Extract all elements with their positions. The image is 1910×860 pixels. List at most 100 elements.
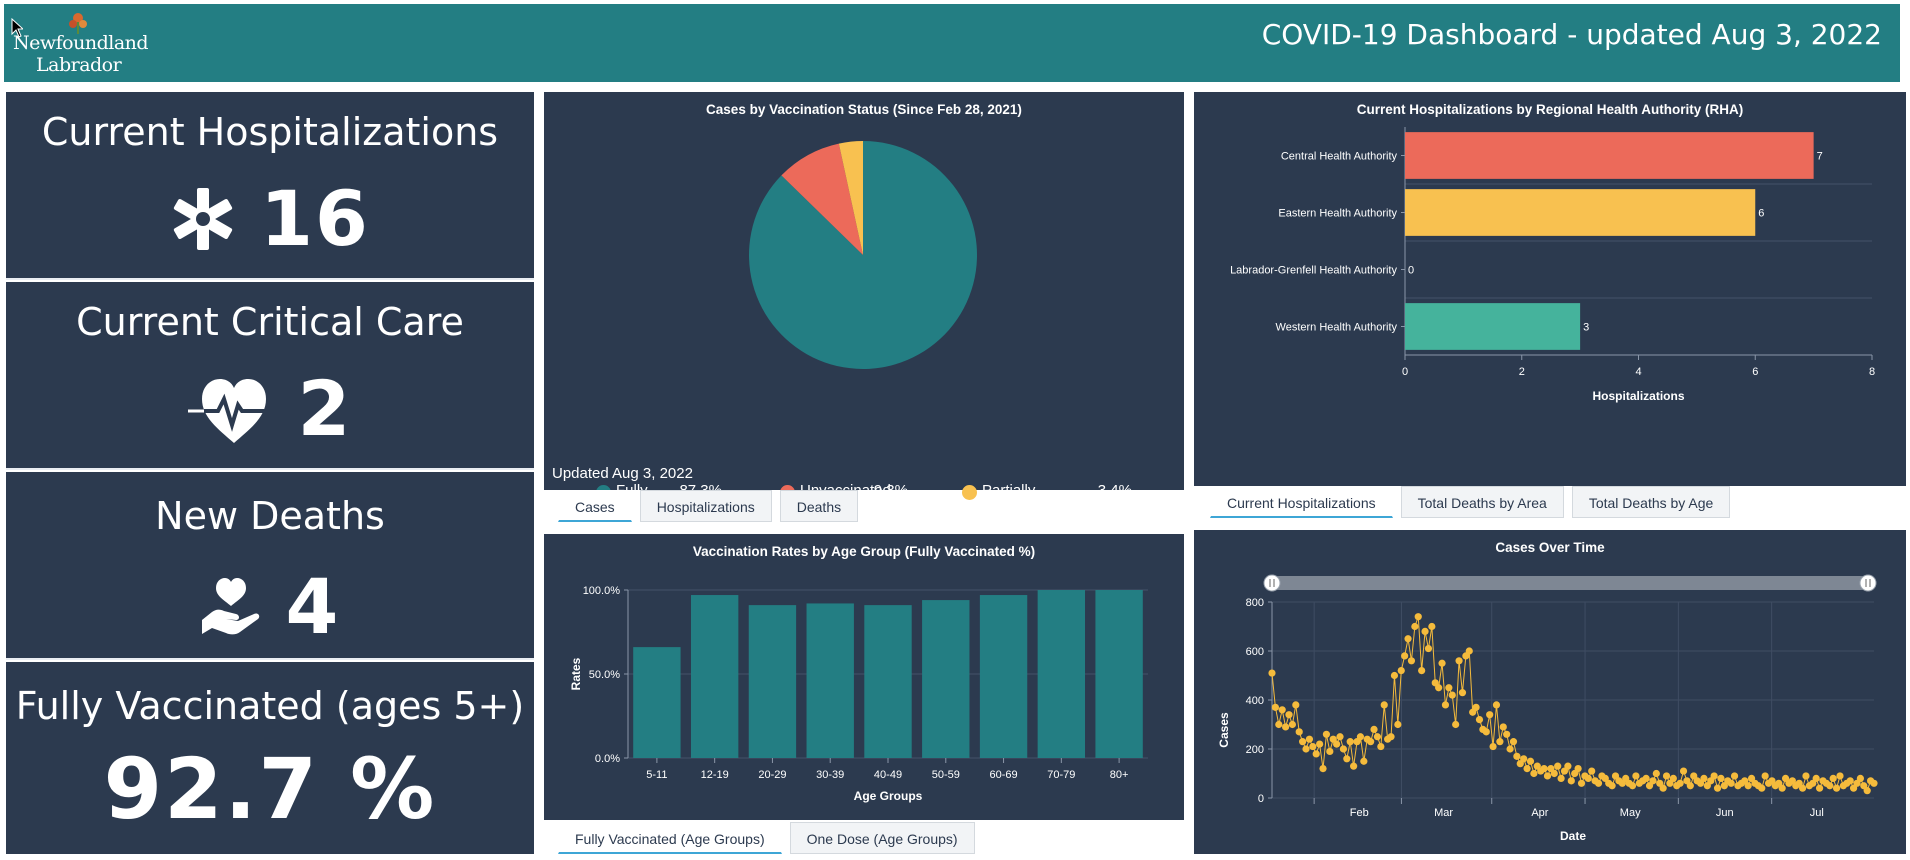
tab-deaths[interactable]: Deaths [779,490,859,522]
cases-point [1815,784,1824,792]
rha-bar-chart[interactable]: 0 2 4 6 8 Central Health Authority 7 Eastern He… [1194,92,1906,486]
y-tick-label: 400 [1246,695,1264,707]
header-bar: Newfoundland Labrador COVID-19 Dashboard… [4,4,1900,82]
cases-point [1509,738,1518,746]
cases-point [1543,772,1552,780]
bar-age-50-59[interactable] [922,600,970,758]
cases-point [1540,765,1548,773]
cases-point [1513,752,1521,760]
cases-point [1411,622,1419,631]
cases-point [1574,765,1582,773]
legend-item-partially-vaccinated[interactable]: Partially Vaccinated 3.4% [962,482,1132,516]
tab-current-hospitalizations[interactable]: Current Hospitalizations [1210,486,1393,518]
cases-point [1295,728,1303,736]
tab-cases[interactable]: Cases [558,490,632,522]
cases-point [1458,689,1467,697]
range-slider-end-handle[interactable] [1859,574,1877,592]
cases-series-line [1271,616,1875,792]
x-tick-label: May [1620,807,1641,819]
stat-critical-care: Current Critical Care 2 [6,282,534,470]
bar-age-5-11[interactable] [633,647,681,758]
pie-slice-unvaccinated[interactable] [781,143,863,255]
cases-point [1312,750,1320,758]
cases-point [1584,774,1592,782]
cases-point [1322,730,1331,738]
logo-text-labrador: Labrador [36,54,122,76]
cases-point [1557,774,1565,782]
cases-point [1550,769,1558,778]
medical-star-icon [173,187,233,250]
x-tick-label: Jul [1810,807,1824,819]
bar-age-80+[interactable] [1095,590,1143,758]
logo-text-newfoundland: Newfoundland [13,32,149,54]
y-tick-label: 800 [1246,597,1264,609]
cases-point [1271,703,1280,711]
tab-fully-vaccinated-age[interactable]: Fully Vaccinated (Age Groups) [558,822,782,854]
cases-point [1676,779,1684,787]
age-tabs: Fully Vaccinated (Age Groups) One Dose (… [558,822,975,854]
rha-hospitalizations-chart: Current Hospitalizations by Regional Hea… [1194,92,1906,486]
cases-point [1401,652,1409,660]
stat-value: 16 [260,174,370,263]
chart-title: Cases Over Time [1495,540,1605,555]
bar-eastern-health-authority[interactable] [1405,189,1756,236]
cases-point [1730,772,1739,780]
range-slider-track[interactable] [1272,576,1868,590]
cases-point [1778,784,1786,792]
age-bar-chart[interactable]: 0.0% 50.0% 100.0% 5-11 12-19 20-29 30-39 40-49 5… [544,534,1184,820]
cases-point [1448,691,1456,699]
cases-point [1302,745,1310,753]
bar-age-70-79[interactable] [1037,590,1086,758]
x-tick-label: 4 [1635,366,1641,378]
cases-line-chart[interactable]: 0 200 400 600 800 Feb Mar Apr May Jun Jul Date Cases [1194,530,1906,854]
bar-value-label: 6 [1758,208,1764,220]
bar-age-20-29[interactable] [748,605,797,758]
cases-point [1499,723,1507,731]
pie-slice-fully-vaccinated[interactable] [749,141,977,370]
cases-point [1802,772,1810,780]
tab-hospitalizations[interactable]: Hospitalizations [639,490,772,522]
x-tick-label: 60-69 [989,769,1017,781]
cases-point [1387,733,1395,741]
cases-point [1530,769,1538,778]
cases-point [1404,635,1412,643]
cases-point [1421,627,1429,635]
tab-total-deaths-by-age[interactable]: Total Deaths by Age [1571,486,1731,518]
bar-age-30-39[interactable] [806,603,854,758]
cases-point [1465,647,1473,655]
pitcher-plant-icon [69,13,87,34]
cases-point [1336,733,1344,741]
cases-point [1846,777,1854,785]
tab-one-dose-age[interactable]: One Dose (Age Groups) [789,822,975,854]
cases-point [1642,774,1650,782]
cases-point [1407,657,1416,665]
tab-total-deaths-by-area[interactable]: Total Deaths by Area [1400,486,1564,518]
cases-point [1632,772,1640,780]
updated-date: Updated Aug 3, 2022 [552,465,693,482]
bar-western-health-authority[interactable] [1405,303,1581,350]
cases-point [1863,787,1871,795]
x-tick-label: 6 [1752,366,1758,378]
bar-age-12-19[interactable] [690,595,739,758]
cases-point [1836,772,1844,780]
cases-point [1397,667,1405,675]
cases-point [1482,728,1490,736]
nl-logo[interactable]: Newfoundland Labrador [8,8,149,80]
bar-age-40-49[interactable] [864,605,912,758]
cases-point [1292,701,1300,709]
bar-age-60-69[interactable] [979,595,1028,758]
legend-swatch [962,485,977,500]
cases-point [1567,777,1575,785]
pie-slice-partially-vaccinated[interactable] [838,141,863,255]
y-tick-label: 0.0% [595,753,620,765]
bar-central-health-authority[interactable] [1405,132,1814,179]
y-tick-label: 0 [1258,793,1264,805]
cases-point [1832,784,1841,792]
cases-point [1452,720,1460,729]
cases-point [1489,742,1497,751]
cases-point [1506,745,1514,753]
y-tick-label: 200 [1246,744,1264,756]
range-slider-start-handle[interactable] [1263,574,1281,592]
pie-chart[interactable] [544,92,1184,490]
cases-point [1659,784,1667,792]
